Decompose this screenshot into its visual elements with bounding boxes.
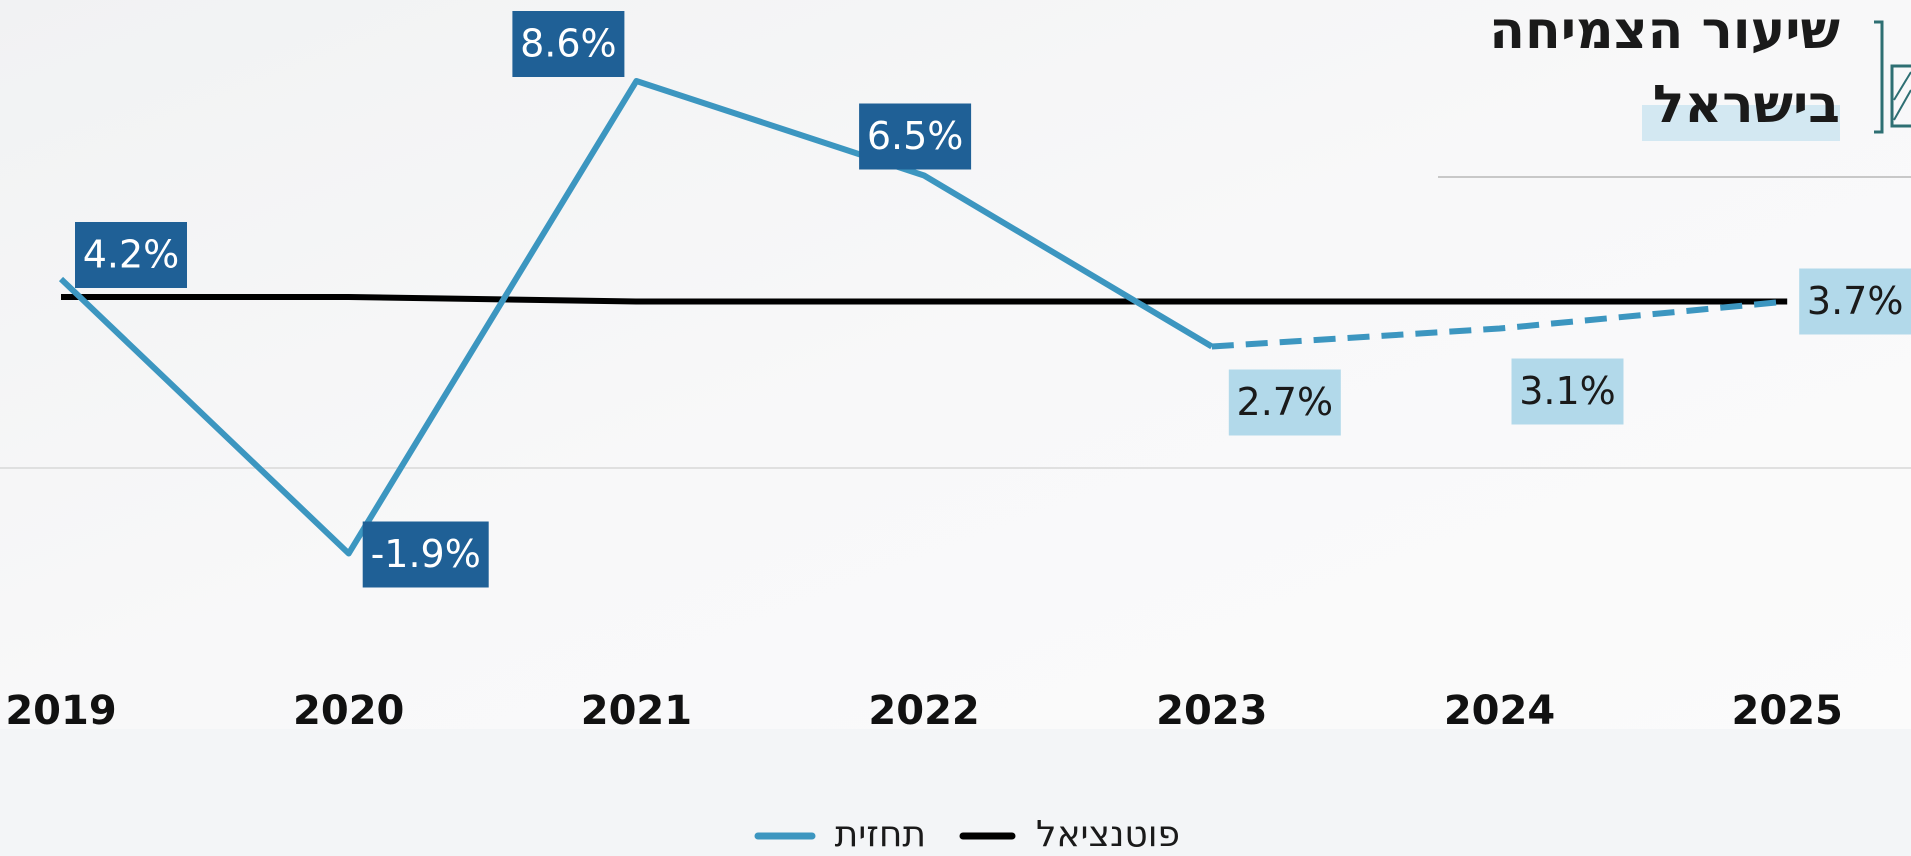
value-label: 3.1% xyxy=(1519,369,1616,413)
x-tick-label: 2019 xyxy=(5,688,116,734)
chart: שיעור הצמיחה בישראל 2019 2020 2021 2022 2023… xyxy=(0,0,1911,856)
page: שיעור הצמיחה בישראל 2019 2020 2021 2022 2023… xyxy=(0,0,1911,856)
value-label: 4.2% xyxy=(83,233,180,277)
value-label: 6.5% xyxy=(867,114,964,158)
x-tick-label: 2023 xyxy=(1156,688,1267,734)
x-tick-label: 2022 xyxy=(868,688,979,734)
x-tick-label: 2020 xyxy=(293,688,404,734)
x-tick-label: 2024 xyxy=(1444,688,1555,734)
legend-label: תחזית xyxy=(835,814,926,855)
chart-title: שיעור הצמיחה xyxy=(1489,1,1840,61)
x-tick-label: 2025 xyxy=(1732,688,1843,734)
x-tick-label: 2021 xyxy=(581,688,692,734)
value-label: -1.9% xyxy=(371,532,481,576)
legend-label: פוטנציאל xyxy=(1036,814,1180,855)
footer-background xyxy=(0,729,1911,856)
chart-title: בישראל xyxy=(1653,75,1840,135)
value-label: 2.7% xyxy=(1237,380,1334,424)
value-label: 3.7% xyxy=(1807,279,1904,323)
value-label: 8.6% xyxy=(520,22,617,66)
